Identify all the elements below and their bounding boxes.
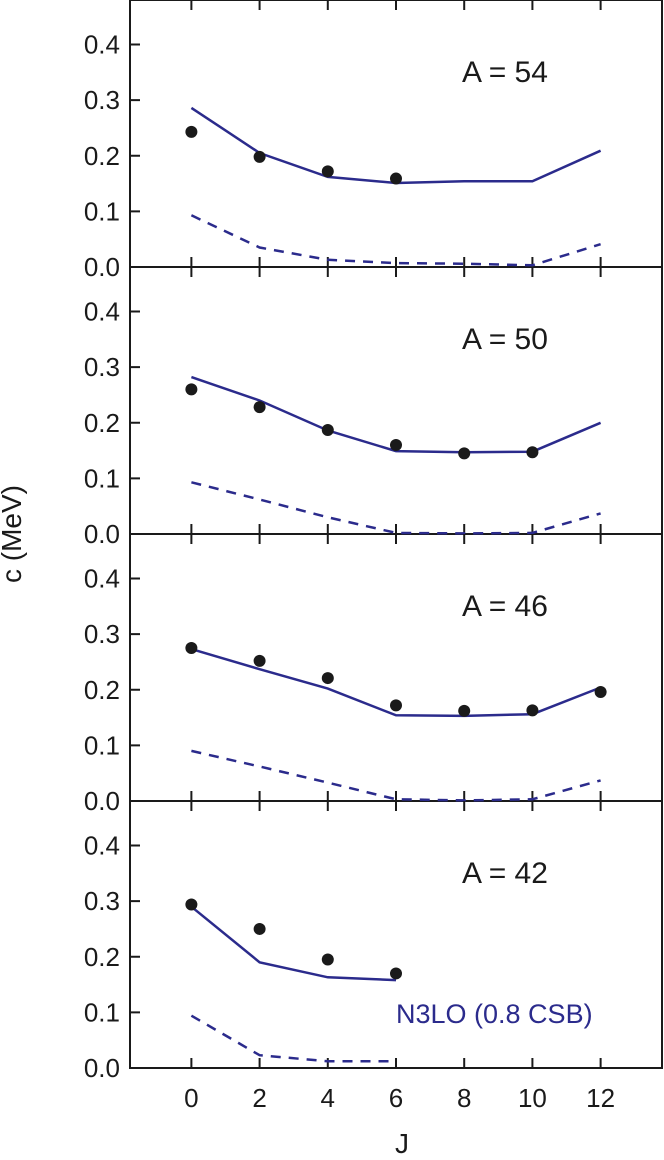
x-tick-label: 0 <box>184 1083 198 1113</box>
y-tick-label: 0.0 <box>84 1053 120 1083</box>
dashed-series-line <box>191 481 601 535</box>
data-point <box>321 165 334 178</box>
dashed-series-line <box>190 214 601 267</box>
data-point <box>185 898 198 911</box>
data-point <box>458 704 471 717</box>
panel-1: 0.0 0.1 0.2 0.3 0.4 A = 54 <box>84 0 662 282</box>
dashed-series-line <box>191 749 601 802</box>
data-point <box>253 401 266 414</box>
data-point <box>390 699 402 712</box>
panels-group: 0.0 0.1 0.2 0.3 0.4 A = 54 0.0 0.1 0.2 0.3 0.4 A = … <box>84 0 662 1083</box>
x-axis: 0 2 4 6 8 10 12 <box>184 1083 615 1113</box>
dashed-series-line <box>190 1014 396 1063</box>
data-point <box>185 642 198 655</box>
y-tick-label: 0.4 <box>84 297 120 327</box>
y-tick-label: 0.1 <box>84 463 120 493</box>
y-tick-label: 0.0 <box>84 519 120 549</box>
data-point <box>253 150 266 163</box>
data-point <box>253 922 266 935</box>
panel-label: A = 50 <box>462 323 548 356</box>
y-tick-label: 0.4 <box>84 831 120 861</box>
data-point <box>321 953 334 966</box>
panel-label: A = 46 <box>462 590 548 623</box>
x-tick-label: 8 <box>457 1083 471 1113</box>
panel-3: 0.0 0.1 0.2 0.3 0.4 A = 46 <box>84 534 662 816</box>
y-tick-label: 0.3 <box>84 352 120 382</box>
data-point <box>321 672 334 685</box>
data-point <box>321 423 334 436</box>
panel-2: 0.0 0.1 0.2 0.3 0.4 A = 50 <box>84 267 662 549</box>
data-point <box>390 967 402 980</box>
legend-annotation: N3LO (0.8 CSB) <box>396 999 593 1029</box>
y-tick-label: 0.3 <box>84 619 120 649</box>
panel-4: 0.0 0.1 0.2 0.3 0.4 A = 42 <box>84 801 602 1083</box>
y-tick-label: 0.2 <box>84 408 120 438</box>
y-tick-label: 0.2 <box>84 141 120 171</box>
y-tick-label: 0.4 <box>84 30 120 60</box>
x-tick-label: 4 <box>321 1083 335 1113</box>
data-point <box>253 654 266 667</box>
data-point <box>594 685 607 698</box>
y-tick-label: 0.1 <box>84 730 120 760</box>
x-tick-label: 6 <box>389 1083 403 1113</box>
data-point <box>526 704 539 717</box>
y-tick-label: 0.1 <box>84 997 120 1027</box>
solid-series-line <box>190 905 397 982</box>
y-tick-label: 0.0 <box>84 252 120 282</box>
panel-label: A = 54 <box>462 56 548 89</box>
x-tick-label: 10 <box>518 1083 547 1113</box>
x-tick-label: 2 <box>252 1083 266 1113</box>
y-tick-label: 0.1 <box>84 196 120 226</box>
data-point <box>185 125 198 138</box>
y-tick-label: 0.2 <box>84 675 120 705</box>
y-axis-title: c (MeV) <box>0 485 27 583</box>
solid-series-line <box>190 106 602 185</box>
y-tick-label: 0.3 <box>84 886 120 916</box>
data-point <box>458 447 471 460</box>
y-tick-label: 0.4 <box>84 564 120 594</box>
y-tick-label: 0.0 <box>84 786 120 816</box>
data-point <box>390 172 402 185</box>
x-axis-title: J <box>395 1128 409 1159</box>
data-point <box>390 439 402 451</box>
data-point <box>185 383 198 396</box>
panel-label: A = 42 <box>462 857 548 890</box>
x-tick-label: 12 <box>586 1083 615 1113</box>
data-point <box>526 446 539 459</box>
y-tick-label: 0.3 <box>84 85 120 115</box>
y-tick-label: 0.2 <box>84 942 120 972</box>
